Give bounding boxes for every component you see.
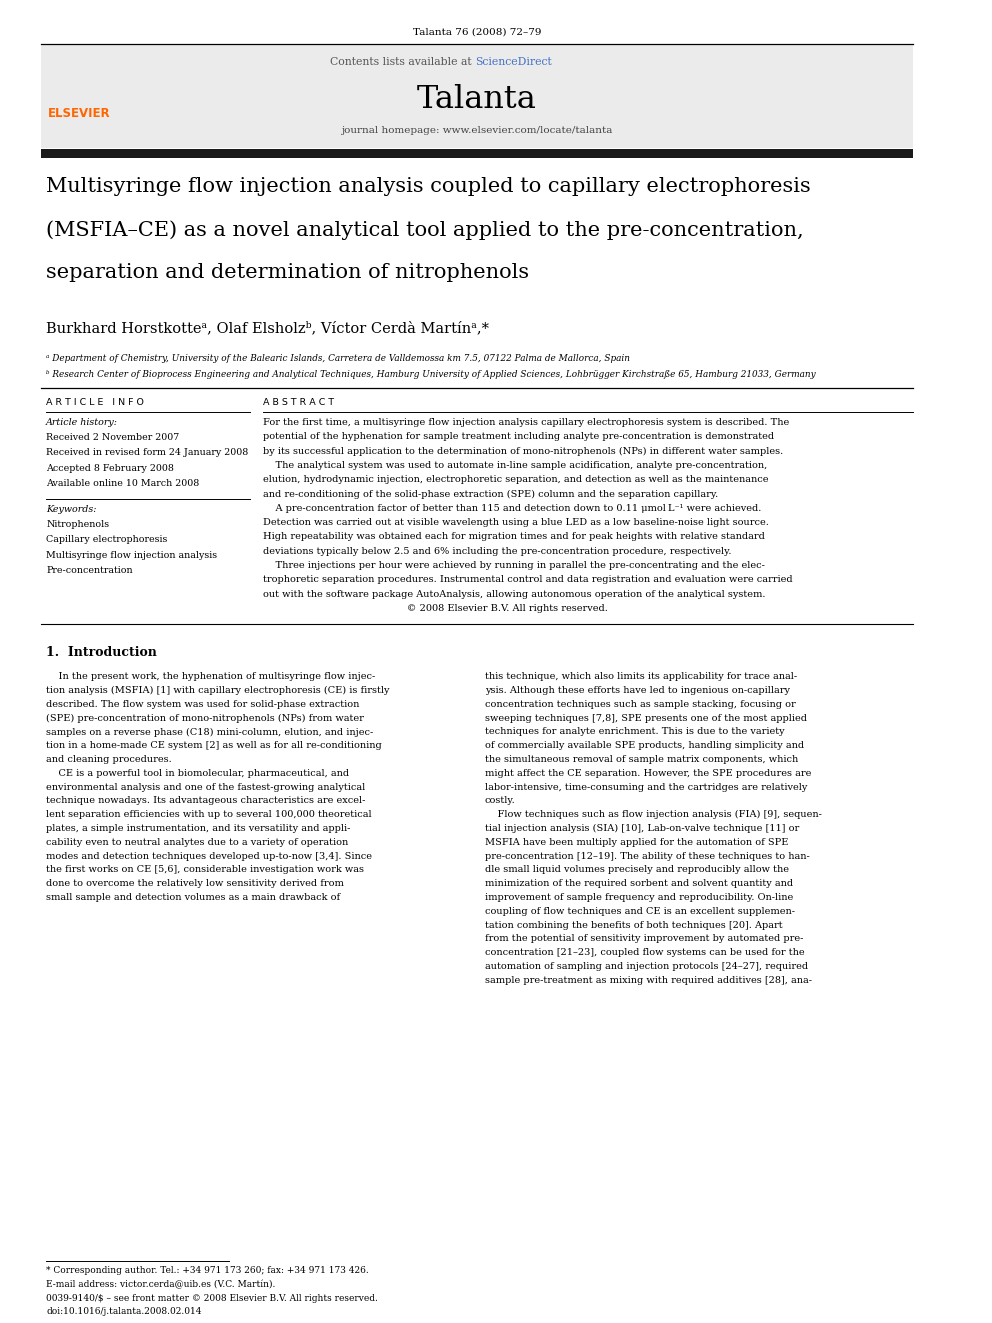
- Text: might affect the CE separation. However, the SPE procedures are: might affect the CE separation. However,…: [485, 769, 811, 778]
- Text: separation and determination of nitrophenols: separation and determination of nitrophe…: [47, 263, 530, 283]
- Text: Detection was carried out at visible wavelength using a blue LED as a low baseli: Detection was carried out at visible wav…: [264, 519, 770, 527]
- Text: modes and detection techniques developed up-to-now [3,4]. Since: modes and detection techniques developed…: [47, 852, 372, 860]
- Text: from the potential of sensitivity improvement by automated pre-: from the potential of sensitivity improv…: [485, 934, 804, 943]
- Text: the simultaneous removal of sample matrix components, which: the simultaneous removal of sample matri…: [485, 755, 798, 763]
- Text: Available online 10 March 2008: Available online 10 March 2008: [47, 479, 199, 488]
- Bar: [42, 44, 913, 148]
- Text: A R T I C L E   I N F O: A R T I C L E I N F O: [47, 397, 144, 406]
- Bar: [42, 148, 913, 157]
- Text: ScienceDirect: ScienceDirect: [475, 57, 552, 67]
- Text: small sample and detection volumes as a main drawback of: small sample and detection volumes as a …: [47, 893, 340, 902]
- Text: Contents lists available at: Contents lists available at: [330, 57, 475, 67]
- Text: samples on a reverse phase (C18) mini-column, elution, and injec-: samples on a reverse phase (C18) mini-co…: [47, 728, 373, 737]
- Text: lent separation efficiencies with up to several 100,000 theoretical: lent separation efficiencies with up to …: [47, 810, 372, 819]
- Text: trophoretic separation procedures. Instrumental control and data registration an: trophoretic separation procedures. Instr…: [264, 576, 794, 585]
- Text: tation combining the benefits of both techniques [20]. Apart: tation combining the benefits of both te…: [485, 921, 783, 930]
- Text: this technique, which also limits its applicability for trace anal-: this technique, which also limits its ap…: [485, 672, 797, 681]
- Text: (SPE) pre-concentration of mono-nitrophenols (NPs) from water: (SPE) pre-concentration of mono-nitrophe…: [47, 713, 364, 722]
- Text: tion in a home-made CE system [2] as well as for all re-conditioning: tion in a home-made CE system [2] as wel…: [47, 741, 382, 750]
- Text: plates, a simple instrumentation, and its versatility and appli-: plates, a simple instrumentation, and it…: [47, 824, 350, 833]
- Text: © 2008 Elsevier B.V. All rights reserved.: © 2008 Elsevier B.V. All rights reserved…: [264, 603, 608, 613]
- Text: Three injections per hour were achieved by running in parallel the pre-concentra: Three injections per hour were achieved …: [264, 561, 766, 570]
- Text: tial injection analysis (SIA) [10], Lab-on-valve technique [11] or: tial injection analysis (SIA) [10], Lab-…: [485, 824, 799, 833]
- Text: 0039-9140/$ – see front matter © 2008 Elsevier B.V. All rights reserved.: 0039-9140/$ – see front matter © 2008 El…: [47, 1294, 378, 1303]
- Text: Talanta: Talanta: [417, 83, 537, 115]
- Text: High repeatability was obtained each for migration times and for peak heights wi: High repeatability was obtained each for…: [264, 532, 766, 541]
- Text: ᵇ Research Center of Bioprocess Engineering and Analytical Techniques, Hamburg U: ᵇ Research Center of Bioprocess Engineer…: [47, 370, 815, 378]
- Text: In the present work, the hyphenation of multisyringe flow injec-: In the present work, the hyphenation of …: [47, 672, 375, 681]
- Text: sweeping techniques [7,8], SPE presents one of the most applied: sweeping techniques [7,8], SPE presents …: [485, 713, 806, 722]
- Text: journal homepage: www.elsevier.com/locate/talanta: journal homepage: www.elsevier.com/locat…: [341, 126, 613, 135]
- Text: Received in revised form 24 January 2008: Received in revised form 24 January 2008: [47, 448, 248, 458]
- Text: ᵃ Department of Chemistry, University of the Balearic Islands, Carretera de Vall: ᵃ Department of Chemistry, University of…: [47, 353, 630, 363]
- Text: Multisyringe flow injection analysis: Multisyringe flow injection analysis: [47, 550, 217, 560]
- Text: techniques for analyte enrichment. This is due to the variety: techniques for analyte enrichment. This …: [485, 728, 785, 737]
- Text: coupling of flow techniques and CE is an excellent supplemen-: coupling of flow techniques and CE is an…: [485, 906, 795, 916]
- Text: Burkhard Horstkotteᵃ, Olaf Elsholzᵇ, Víctor Cerdà Martínᵃ,*: Burkhard Horstkotteᵃ, Olaf Elsholzᵇ, Víc…: [47, 321, 489, 336]
- Text: Talanta 76 (2008) 72–79: Talanta 76 (2008) 72–79: [413, 28, 542, 37]
- Text: Capillary electrophoresis: Capillary electrophoresis: [47, 536, 168, 544]
- Text: ysis. Although these efforts have led to ingenious on-capillary: ysis. Although these efforts have led to…: [485, 687, 790, 695]
- Text: automation of sampling and injection protocols [24–27], required: automation of sampling and injection pro…: [485, 962, 807, 971]
- Text: sample pre-treatment as mixing with required additives [28], ana-: sample pre-treatment as mixing with requ…: [485, 976, 811, 984]
- Text: A pre-concentration factor of better than 115 and detection down to 0.11 μmol L⁻: A pre-concentration factor of better tha…: [264, 504, 762, 513]
- Text: 1.  Introduction: 1. Introduction: [47, 646, 157, 659]
- Text: the first works on CE [5,6], considerable investigation work was: the first works on CE [5,6], considerabl…: [47, 865, 364, 875]
- Text: pre-concentration [12–19]. The ability of these techniques to han-: pre-concentration [12–19]. The ability o…: [485, 852, 809, 860]
- Text: environmental analysis and one of the fastest-growing analytical: environmental analysis and one of the fa…: [47, 783, 365, 791]
- Text: * Corresponding author. Tel.: +34 971 173 260; fax: +34 971 173 426.: * Corresponding author. Tel.: +34 971 17…: [47, 1266, 369, 1275]
- Text: elution, hydrodynamic injection, electrophoretic separation, and detection as we: elution, hydrodynamic injection, electro…: [264, 475, 769, 484]
- Text: and cleaning procedures.: and cleaning procedures.: [47, 755, 172, 763]
- Text: labor-intensive, time-consuming and the cartridges are relatively: labor-intensive, time-consuming and the …: [485, 783, 807, 791]
- Text: E-mail address: victor.cerda@uib.es (V.C. Martín).: E-mail address: victor.cerda@uib.es (V.C…: [47, 1279, 276, 1289]
- Text: done to overcome the relatively low sensitivity derived from: done to overcome the relatively low sens…: [47, 880, 344, 888]
- Text: A B S T R A C T: A B S T R A C T: [264, 397, 334, 406]
- Text: tion analysis (MSFIA) [1] with capillary electrophoresis (CE) is firstly: tion analysis (MSFIA) [1] with capillary…: [47, 687, 390, 695]
- Text: of commercially available SPE products, handling simplicity and: of commercially available SPE products, …: [485, 741, 804, 750]
- Text: For the first time, a multisyringe flow injection analysis capillary electrophor: For the first time, a multisyringe flow …: [264, 418, 790, 427]
- Text: Multisyringe flow injection analysis coupled to capillary electrophoresis: Multisyringe flow injection analysis cou…: [47, 177, 810, 197]
- Text: potential of the hyphenation for sample treatment including analyte pre-concentr: potential of the hyphenation for sample …: [264, 433, 775, 442]
- Text: doi:10.1016/j.talanta.2008.02.014: doi:10.1016/j.talanta.2008.02.014: [47, 1307, 201, 1316]
- Text: The analytical system was used to automate in-line sample acidification, analyte: The analytical system was used to automa…: [264, 460, 768, 470]
- Text: technique nowadays. Its advantageous characteristics are excel-: technique nowadays. Its advantageous cha…: [47, 796, 365, 806]
- Text: dle small liquid volumes precisely and reproducibly allow the: dle small liquid volumes precisely and r…: [485, 865, 789, 875]
- Text: Received 2 November 2007: Received 2 November 2007: [47, 433, 180, 442]
- Text: Nitrophenols: Nitrophenols: [47, 520, 109, 529]
- Text: Article history:: Article history:: [47, 418, 118, 427]
- Text: ELSEVIER: ELSEVIER: [48, 107, 111, 120]
- Text: deviations typically below 2.5 and 6% including the pre-concentration procedure,: deviations typically below 2.5 and 6% in…: [264, 546, 732, 556]
- Text: concentration [21–23], coupled flow systems can be used for the: concentration [21–23], coupled flow syst…: [485, 949, 805, 958]
- Text: cability even to neutral analytes due to a variety of operation: cability even to neutral analytes due to…: [47, 837, 348, 847]
- Text: CE is a powerful tool in biomolecular, pharmaceutical, and: CE is a powerful tool in biomolecular, p…: [47, 769, 349, 778]
- Text: Pre-concentration: Pre-concentration: [47, 566, 133, 574]
- Text: Keywords:: Keywords:: [47, 505, 96, 515]
- Text: minimization of the required sorbent and solvent quantity and: minimization of the required sorbent and…: [485, 880, 793, 888]
- Text: MSFIA have been multiply applied for the automation of SPE: MSFIA have been multiply applied for the…: [485, 837, 788, 847]
- Text: Flow techniques such as flow injection analysis (FIA) [9], sequen-: Flow techniques such as flow injection a…: [485, 810, 821, 819]
- Text: (MSFIA–CE) as a novel analytical tool applied to the pre-concentration,: (MSFIA–CE) as a novel analytical tool ap…: [47, 221, 804, 241]
- Text: out with the software package AutoAnalysis, allowing autonomous operation of the: out with the software package AutoAnalys…: [264, 590, 766, 598]
- Text: by its successful application to the determination of mono-nitrophenols (NPs) in: by its successful application to the det…: [264, 447, 784, 455]
- Text: described. The flow system was used for solid-phase extraction: described. The flow system was used for …: [47, 700, 359, 709]
- Text: concentration techniques such as sample stacking, focusing or: concentration techniques such as sample …: [485, 700, 796, 709]
- Text: costly.: costly.: [485, 796, 516, 806]
- Text: Accepted 8 February 2008: Accepted 8 February 2008: [47, 463, 174, 472]
- Text: and re-conditioning of the solid-phase extraction (SPE) column and the separatio: and re-conditioning of the solid-phase e…: [264, 490, 719, 499]
- Text: improvement of sample frequency and reproducibility. On-line: improvement of sample frequency and repr…: [485, 893, 793, 902]
